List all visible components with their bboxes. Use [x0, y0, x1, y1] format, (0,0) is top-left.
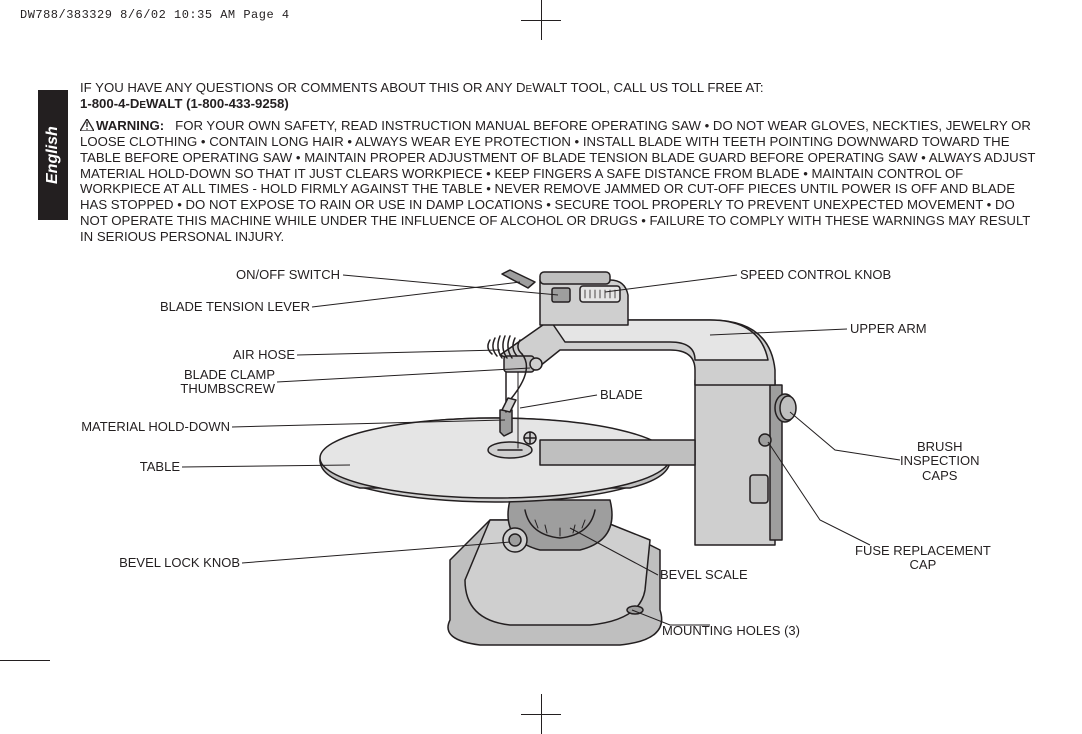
crop-mark-top — [521, 0, 561, 40]
phone-line: 1-800-4-DEWALT (1-800-433-9258) — [80, 96, 289, 111]
crop-mark-bottom — [521, 694, 561, 734]
language-tab: English — [38, 90, 68, 220]
diagram-area: ON/OFF SWITCH BLADE TENSION LEVER AIR HO… — [80, 260, 1040, 680]
print-header: DW788/383329 8/6/02 10:35 AM Page 4 — [20, 8, 290, 22]
leader-lines — [80, 260, 1040, 680]
warning-text: FOR YOUR OWN SAFETY, READ INSTRUCTION MA… — [80, 118, 1035, 244]
crop-mark-side — [0, 660, 50, 661]
phone-prefix: 1-800-4-D — [80, 96, 139, 111]
warning-block: WARNING: FOR YOUR OWN SAFETY, READ INSTR… — [80, 118, 1040, 245]
warning-triangle-icon — [80, 119, 94, 131]
intro-line2: WALT TOOL, CALL US TOLL FREE AT: — [532, 80, 763, 95]
phone-rest: WALT (1-800-433-9258) — [146, 96, 289, 111]
intro-line: IF YOU HAVE ANY QUESTIONS OR COMMENTS AB… — [80, 80, 526, 95]
intro-text: IF YOU HAVE ANY QUESTIONS OR COMMENTS AB… — [80, 80, 1040, 112]
warning-label: WARNING: — [96, 118, 164, 133]
page-content: IF YOU HAVE ANY QUESTIONS OR COMMENTS AB… — [80, 80, 1040, 245]
